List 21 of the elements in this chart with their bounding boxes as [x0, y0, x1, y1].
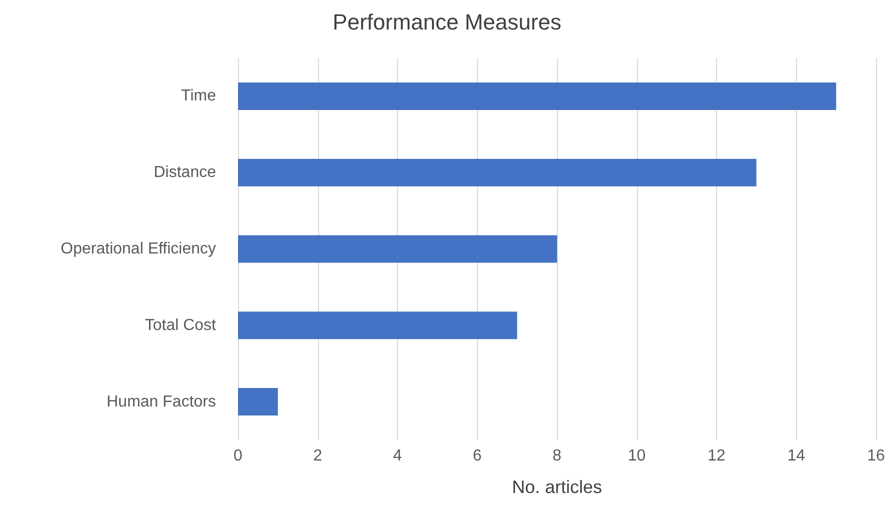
y-tick-label: Operational Efficiency [60, 240, 216, 258]
bar [238, 158, 756, 186]
bar [238, 82, 836, 110]
chart-title: Performance Measures [332, 10, 562, 34]
y-tick-label: Human Factors [106, 393, 216, 410]
y-tick-label: Distance [154, 164, 216, 182]
bar [238, 312, 518, 340]
y-tick-label: Total Cost [144, 316, 217, 334]
x-tick-label: 12 [708, 448, 726, 464]
y-tick-label: Time [181, 88, 216, 105]
x-tick-label: 16 [867, 448, 885, 464]
x-tick-label: 8 [552, 448, 562, 464]
bar [238, 235, 557, 263]
x-tick-label: 2 [313, 448, 322, 464]
x-tick-label: 14 [787, 448, 806, 464]
x-tick-label: 10 [628, 448, 646, 464]
x-tick-label: 0 [234, 448, 243, 464]
x-tick-label: 4 [393, 448, 402, 464]
x-axis-title: No. articles [512, 477, 602, 497]
x-tick-label: 6 [472, 448, 482, 464]
bar [238, 388, 278, 416]
